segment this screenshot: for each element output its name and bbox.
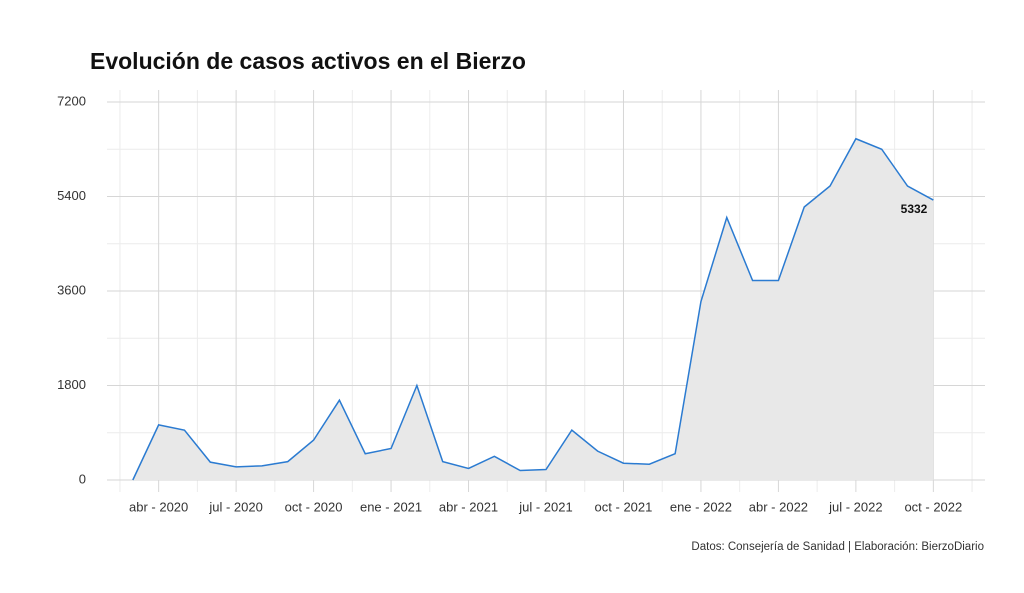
source-note: Datos: Consejería de Sanidad | Elaboraci… bbox=[691, 541, 984, 553]
data-label: 5332 bbox=[901, 202, 928, 216]
line bbox=[132, 137, 934, 481]
y-tick-label: 7200 bbox=[57, 93, 86, 108]
y-tick-label: 3600 bbox=[57, 282, 86, 297]
x-tick-label: jul - 2021 bbox=[518, 499, 572, 514]
x-tick-label: oct - 2020 bbox=[285, 499, 343, 514]
x-tick-label: ene - 2022 bbox=[670, 499, 732, 514]
x-tick-label: oct - 2022 bbox=[904, 499, 962, 514]
x-tick-label: oct - 2021 bbox=[595, 499, 653, 514]
chart-title: Evolución de casos activos en el Bierzo bbox=[90, 48, 526, 74]
y-tick-label: 1800 bbox=[57, 377, 86, 392]
x-tick-label: abr - 2022 bbox=[749, 499, 808, 514]
x-tick-label: jul - 2020 bbox=[208, 499, 262, 514]
area bbox=[132, 138, 934, 480]
x-tick-label: abr - 2021 bbox=[439, 499, 498, 514]
y-tick-label: 0 bbox=[79, 471, 86, 486]
x-tick-label: ene - 2021 bbox=[360, 499, 422, 514]
x-tick-label: jul - 2022 bbox=[828, 499, 882, 514]
x-tick-label: abr - 2020 bbox=[129, 499, 188, 514]
y-tick-label: 5400 bbox=[57, 188, 86, 203]
